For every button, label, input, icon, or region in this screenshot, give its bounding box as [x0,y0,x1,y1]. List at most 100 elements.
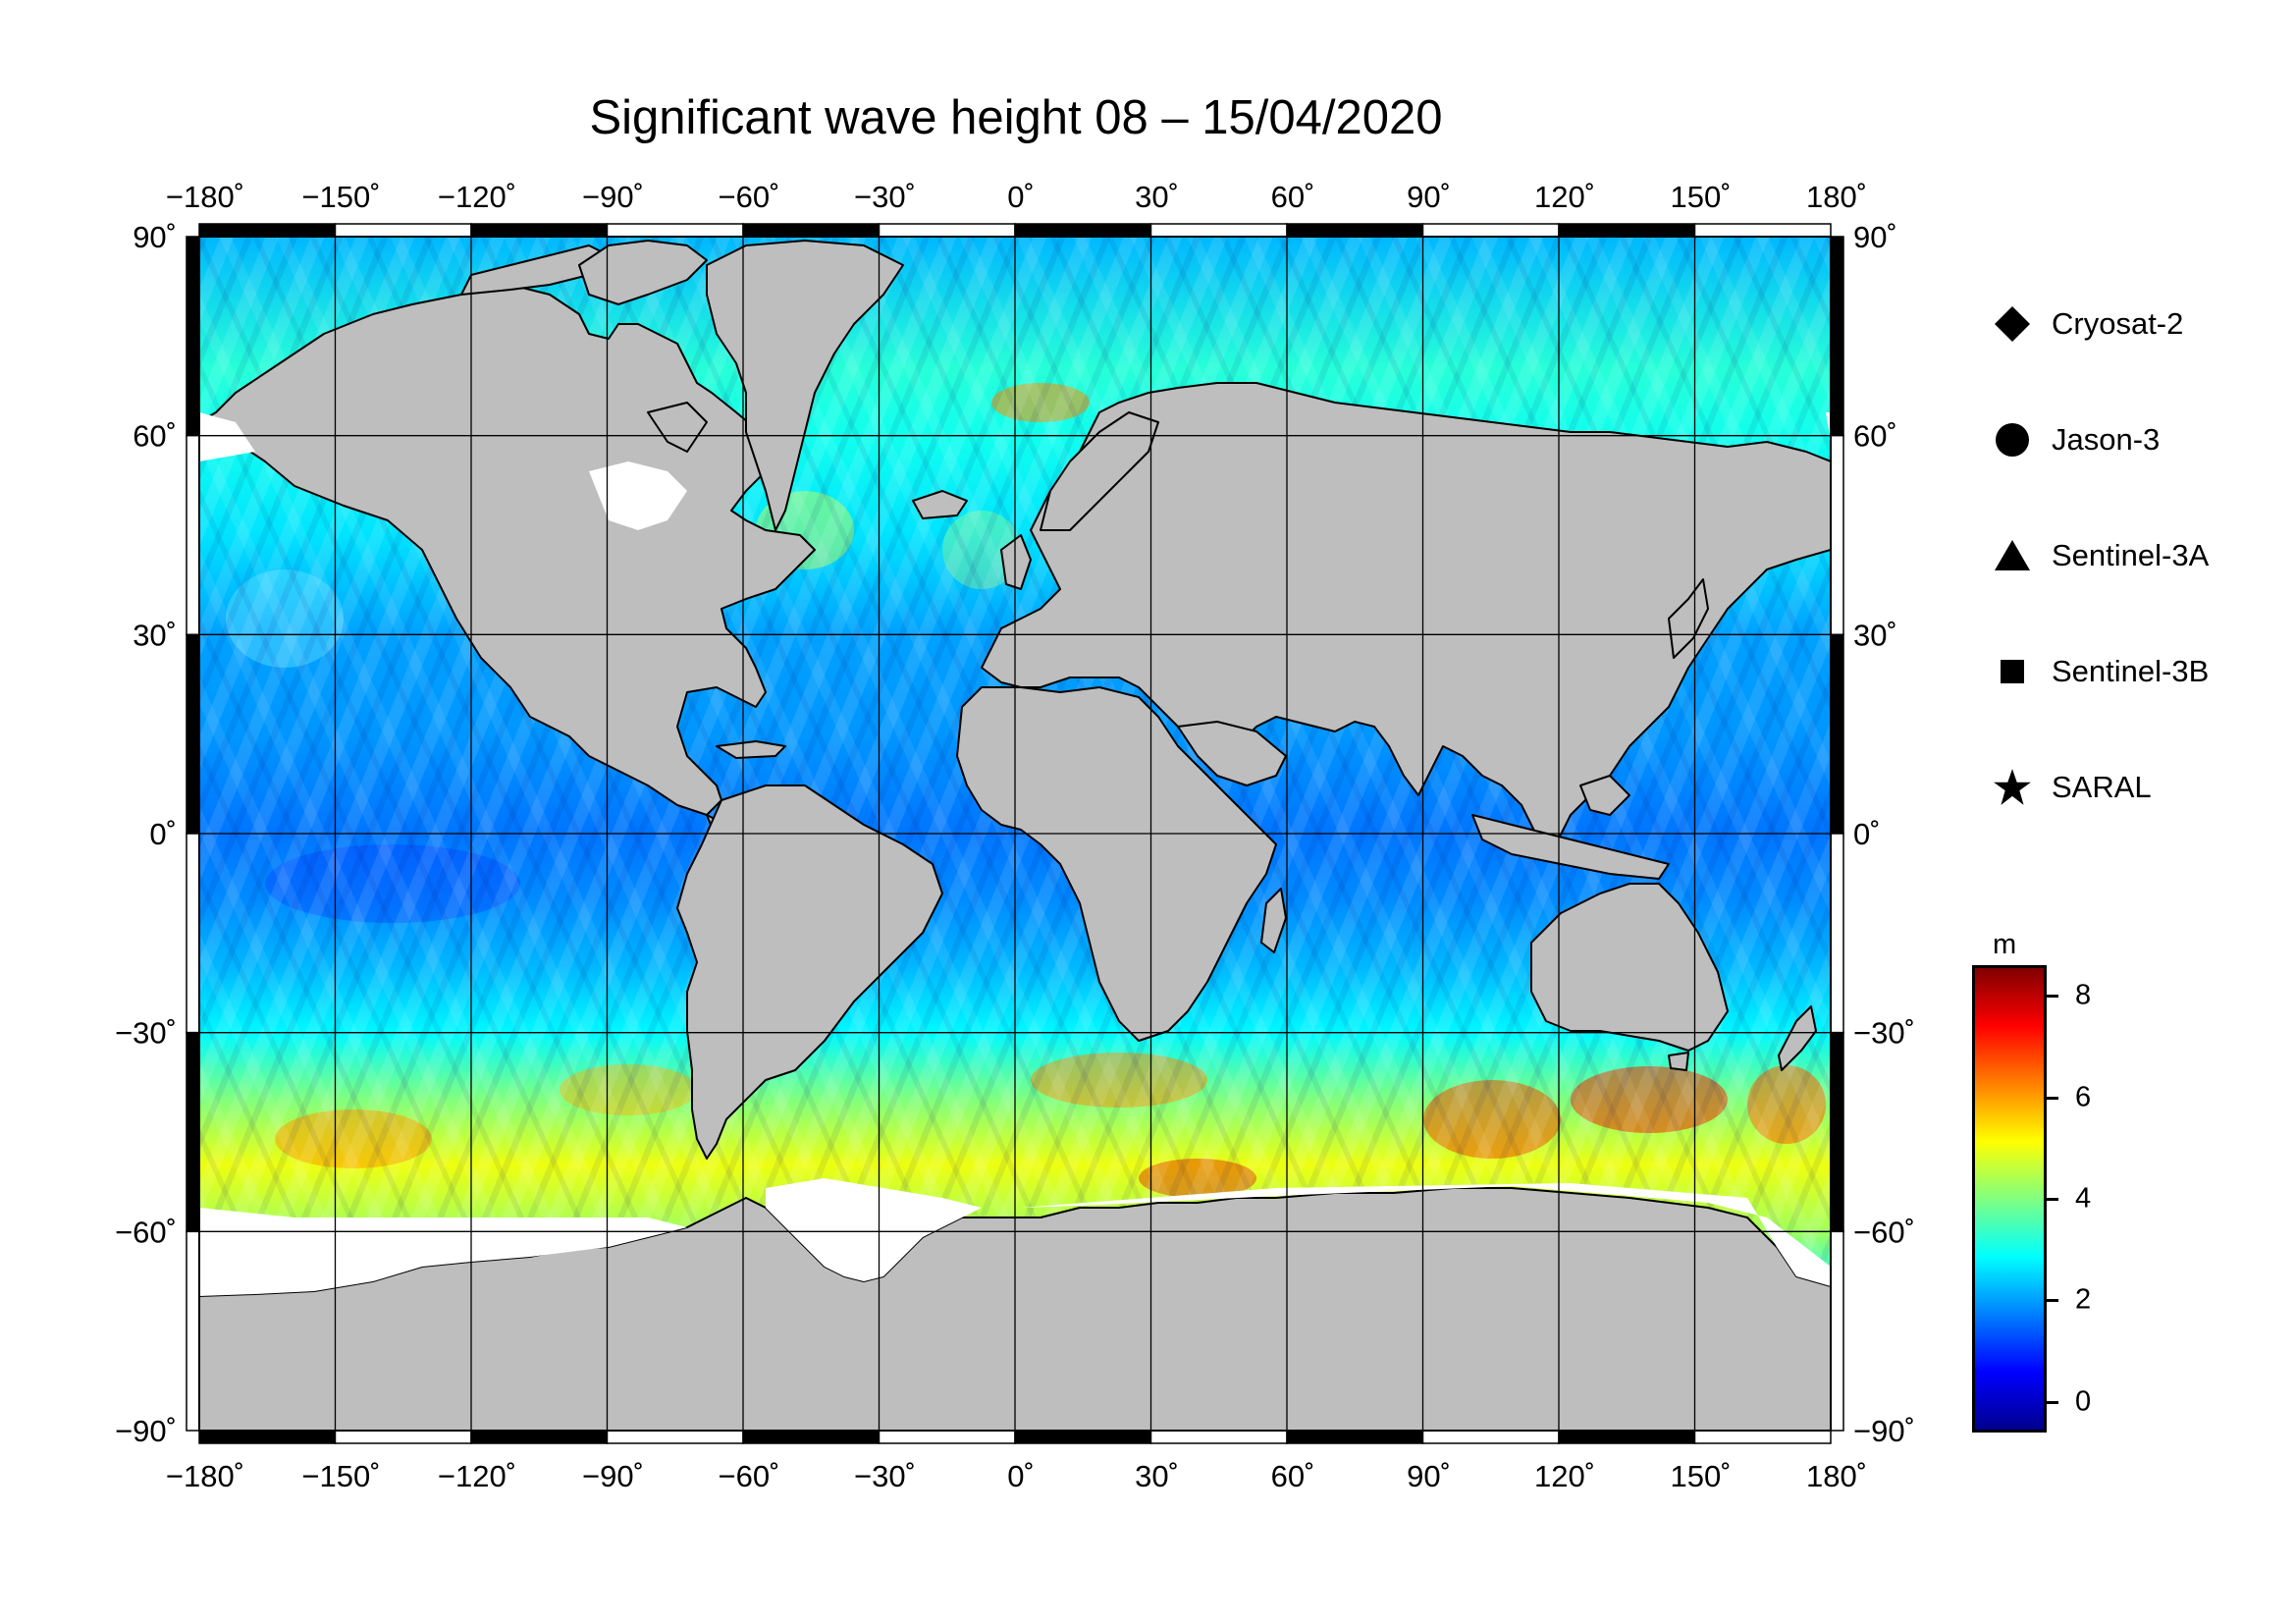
colorbar-tick [2047,1096,2058,1100]
colorbar-tick-label: 6 [2075,1081,2092,1113]
legend-label: SARAL [2052,770,2152,804]
frame-segment-bottom [1421,1430,1560,1444]
diamond-icon [1983,295,2042,353]
lon-tick-label-top: −150˚ [301,180,380,214]
frame-segment-top [1149,223,1288,238]
frame-segment-right [1830,434,1844,636]
indonesia [1471,814,1670,880]
frame-segment-top [606,223,744,238]
frame-segment-bottom [742,1430,881,1444]
legend-label: Cryosat-2 [2052,306,2184,341]
lon-tick-label-bottom: 0˚ [1007,1459,1035,1493]
lon-tick-label-bottom: 120˚ [1534,1459,1595,1493]
axis-labels: −180˚ −180˚ −150˚ −150˚ −120˚ −120˚ −90˚ −90˚ −6… [115,180,1915,1493]
frame-segment-left [186,1031,200,1233]
frame-segment-bottom [334,1430,472,1444]
lon-tick-label-top: 0˚ [1007,180,1035,214]
iceland [912,490,968,519]
arabia [1177,721,1287,786]
ice-areas [199,412,1831,1296]
colorbar-tick [2047,1400,2058,1404]
frame-segment-bottom [1149,1430,1288,1444]
lat-tick-label-right: −30˚ [1853,1016,1915,1051]
frame-segment-top [1286,223,1424,238]
legend-label: Sentinel-3A [2052,538,2210,572]
lon-tick-label-bottom: 90˚ [1407,1459,1451,1493]
colorbar-tick [2047,995,2058,999]
lon-tick-label-top: −90˚ [582,180,644,214]
colorbar-tick-label: 0 [2075,1385,2092,1418]
frame-segment-left [186,833,200,1034]
frame-segment-bottom [1693,1430,1832,1444]
lat-tick-label-right: 60˚ [1853,419,1897,454]
colorbar-unit: m [1993,929,2017,960]
frame-segment-left [186,633,200,835]
lat-tick-label-left: −90˚ [115,1414,177,1448]
frame-segment-right [1830,236,1844,437]
frame-segment-bottom [1286,1430,1424,1444]
frame-segment-right [1830,633,1844,835]
frame-segment-right [1830,1230,1844,1432]
frame-segment-left [186,236,200,437]
map-border [198,236,1832,1432]
legend-item-sentinel-3a: Sentinel-3A [1983,526,2209,585]
frame-segment-bottom [198,1430,337,1444]
frame-segment-top [742,223,881,238]
lon-tick-label-top: 60˚ [1271,180,1315,214]
lon-tick-label-top: 30˚ [1135,180,1179,214]
lon-tick-label-bottom: −60˚ [719,1459,780,1493]
legend-label: Jason-3 [2052,422,2161,457]
circle-icon [1983,410,2042,469]
lon-tick-label-top: 180˚ [1806,180,1867,214]
colorbar-tick-label: 4 [2075,1182,2092,1215]
frame-segment-bottom [1014,1430,1152,1444]
frame-segment-right [1830,833,1844,1034]
africa [956,686,1277,1042]
lat-tick-label-left: 30˚ [133,618,177,652]
lon-tick-label-bottom: 150˚ [1670,1459,1731,1493]
frame-segment-bottom [470,1430,609,1444]
lat-tick-label-left: −60˚ [115,1215,177,1249]
lat-tick-label-right: 30˚ [1853,618,1897,652]
lon-tick-label-bottom: −30˚ [854,1459,916,1493]
legend-item-sentinel-3b: Sentinel-3B [1983,642,2209,701]
lon-tick-label-top: 120˚ [1534,180,1595,214]
british-isles [1000,534,1032,590]
japan [1668,578,1709,659]
arctic-islands [460,244,610,296]
map-title: Significant wave height 08 – 15/04/2020 [589,91,1443,144]
square-icon [1983,642,2042,701]
lon-tick-label-bottom: −150˚ [301,1459,380,1493]
map-frame [186,223,1844,1444]
legend-item-cryosat-2: Cryosat-2 [1983,295,2183,353]
frame-segment-top [1693,223,1832,238]
legend-item-jason-3: Jason-3 [1983,410,2160,469]
lat-tick-label-right: 0˚ [1853,817,1881,851]
lon-tick-label-bottom: −120˚ [438,1459,516,1493]
frame-segment-top [334,223,472,238]
colorbar-tick-label: 8 [2075,979,2092,1011]
frame-segment-top [878,223,1016,238]
colorbar [1972,965,2047,1433]
legend-item-saral: SARAL [1983,758,2152,817]
lon-tick-label-bottom: −180˚ [166,1459,244,1493]
australia [1530,883,1729,1052]
new-zealand [1778,1005,1817,1071]
scandinavia [1040,411,1159,531]
legend-label: Sentinel-3B [2052,654,2210,688]
lon-tick-label-top: −60˚ [719,180,780,214]
lon-tick-label-bottom: −90˚ [582,1459,644,1493]
frame-segment-left [186,1230,200,1432]
frame-segment-bottom [606,1430,744,1444]
frame-segment-bottom [1558,1430,1696,1444]
frame-segment-top [1014,223,1152,238]
lat-tick-label-right: −90˚ [1853,1414,1915,1448]
frame-segment-top [1421,223,1560,238]
triangle-icon [1983,526,2042,585]
colorbar-tick [2047,1198,2058,1201]
lat-tick-label-right: −60˚ [1853,1215,1915,1249]
lon-tick-label-top: 150˚ [1670,180,1731,214]
lat-tick-label-left: 0˚ [149,817,177,851]
lon-tick-label-bottom: 60˚ [1271,1459,1315,1493]
